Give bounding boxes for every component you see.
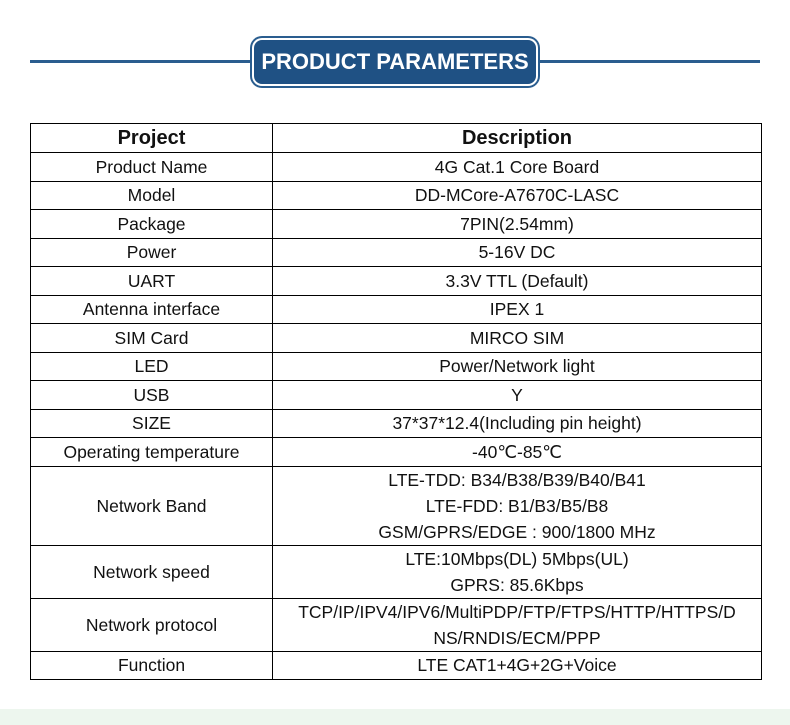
description-line: LTE-TDD: B34/B38/B39/B40/B41 [388, 469, 646, 490]
table-row: LED Power/Network light [30, 351, 762, 381]
table-row: Model DD-MCore-A7670C-LASC [30, 180, 762, 210]
description-cell: Y [272, 380, 762, 410]
description-line: LTE-FDD: B1/B3/B5/B8 [425, 495, 609, 516]
column-header-description: Description [272, 123, 762, 153]
description-cell: IPEX 1 [272, 294, 762, 324]
project-cell: Network protocol [30, 597, 273, 652]
table-row: SIZE 37*37*12.4(Including pin height) [30, 408, 762, 438]
description-cell: 5-16V DC [272, 237, 762, 267]
table-row: Antenna interface IPEX 1 [30, 294, 762, 324]
description-cell: DD-MCore-A7670C-LASC [272, 180, 762, 210]
project-cell: Antenna interface [30, 294, 273, 324]
description-cell: Power/Network light [272, 351, 762, 381]
section-title-banner: PRODUCT PARAMETERS [254, 40, 536, 84]
description-line: GSM/GPRS/EDGE : 900/1800 MHz [378, 521, 656, 542]
description-line: GPRS: 85.6Kbps [450, 574, 584, 595]
project-cell: LED [30, 351, 273, 381]
description-line: LTE:10Mbps(DL) 5Mbps(UL) [405, 548, 629, 569]
project-cell: Model [30, 180, 273, 210]
description-cell: 4G Cat.1 Core Board [272, 152, 762, 182]
description-cell: LTE:10Mbps(DL) 5Mbps(UL) GPRS: 85.6Kbps [272, 544, 762, 599]
project-cell: Function [30, 650, 273, 680]
table-row: Network Band LTE-TDD: B34/B38/B39/B40/B4… [30, 465, 762, 546]
table-row: Network protocol TCP/IP/IPV4/IPV6/MultiP… [30, 597, 762, 652]
table-row: UART 3.3V TTL (Default) [30, 266, 762, 296]
project-cell: SIM Card [30, 323, 273, 353]
footer-strip [0, 709, 790, 725]
description-cell: TCP/IP/IPV4/IPV6/MultiPDP/FTP/FTPS/HTTP/… [272, 597, 762, 652]
description-cell: -40℃-85℃ [272, 437, 762, 467]
description-line: NS/RNDIS/ECM/PPP [433, 627, 601, 648]
project-cell: Package [30, 209, 273, 239]
description-cell: 7PIN(2.54mm) [272, 209, 762, 239]
table-header-row: Project Description [30, 123, 762, 153]
banner-line-left [30, 60, 260, 63]
banner-line-right [530, 60, 760, 63]
description-cell: LTE CAT1+4G+2G+Voice [272, 650, 762, 680]
project-cell: UART [30, 266, 273, 296]
column-header-project: Project [30, 123, 273, 153]
table-row: SIM Card MIRCO SIM [30, 323, 762, 353]
parameters-table: Project Description Product Name 4G Cat.… [30, 123, 762, 680]
description-cell: 37*37*12.4(Including pin height) [272, 408, 762, 438]
description-cell: 3.3V TTL (Default) [272, 266, 762, 296]
project-cell: Network Band [30, 465, 273, 546]
project-cell: Operating temperature [30, 437, 273, 467]
project-cell: SIZE [30, 408, 273, 438]
table-row: Network speed LTE:10Mbps(DL) 5Mbps(UL) G… [30, 544, 762, 599]
table-row: Operating temperature -40℃-85℃ [30, 437, 762, 467]
table-row: Function LTE CAT1+4G+2G+Voice [30, 650, 762, 680]
project-cell: Product Name [30, 152, 273, 182]
table-row: Package 7PIN(2.54mm) [30, 209, 762, 239]
project-cell: Network speed [30, 544, 273, 599]
table-row: Product Name 4G Cat.1 Core Board [30, 152, 762, 182]
section-title: PRODUCT PARAMETERS [261, 49, 529, 74]
description-cell: LTE-TDD: B34/B38/B39/B40/B41 LTE-FDD: B1… [272, 465, 762, 546]
description-cell: MIRCO SIM [272, 323, 762, 353]
project-cell: USB [30, 380, 273, 410]
description-line: TCP/IP/IPV4/IPV6/MultiPDP/FTP/FTPS/HTTP/… [298, 601, 736, 622]
project-cell: Power [30, 237, 273, 267]
table-row: Power 5-16V DC [30, 237, 762, 267]
table-row: USB Y [30, 380, 762, 410]
